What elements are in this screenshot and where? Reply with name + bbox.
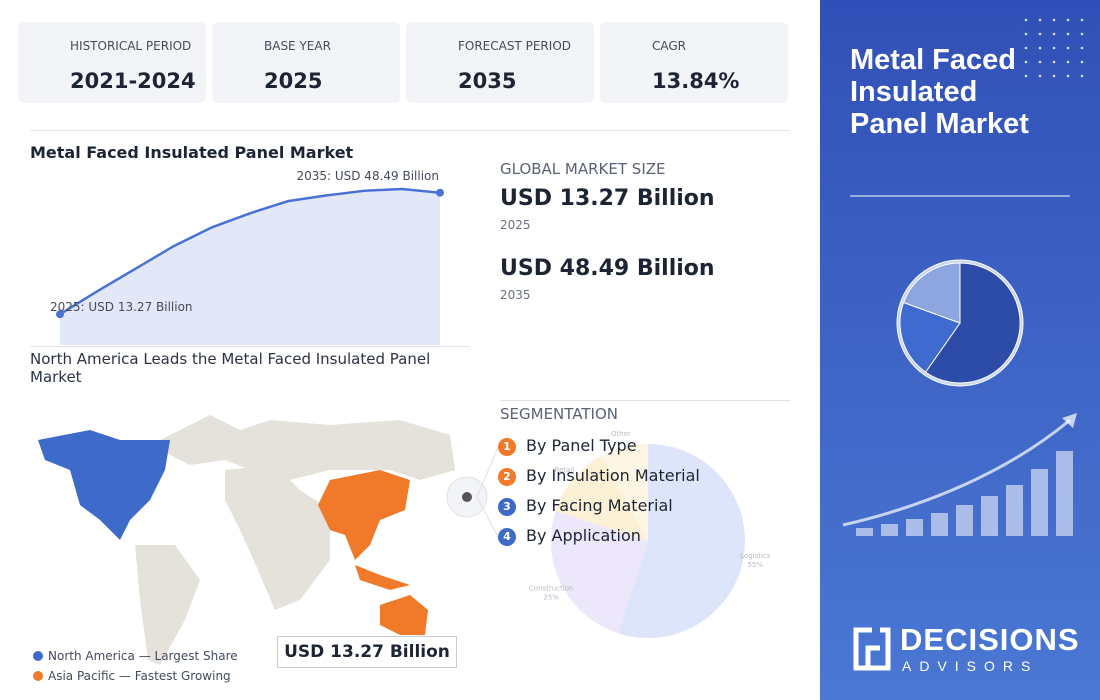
sidebar-bars bbox=[856, 451, 1073, 536]
point bbox=[56, 310, 64, 319]
pie-label: Construction bbox=[529, 584, 574, 592]
pie-slice bbox=[550, 511, 648, 634]
map-callout: USD 13.27 Billion bbox=[277, 636, 457, 668]
segment-label: By Application bbox=[526, 526, 641, 545]
pie-slice bbox=[618, 444, 745, 639]
point bbox=[436, 188, 444, 197]
pie-label: Logistics bbox=[740, 552, 771, 560]
segment-label: By Insulation Material bbox=[526, 466, 700, 485]
stat-card: CAGR 13.84% bbox=[600, 22, 788, 103]
market-value: USD 13.27 Billion bbox=[500, 186, 715, 211]
sidebar-title: Metal Faced Insulated Panel Market bbox=[850, 44, 1029, 140]
divider bbox=[30, 130, 790, 131]
legend-label: North America — Largest Share bbox=[48, 649, 238, 663]
region-title: North America Leads the Metal Faced Insu… bbox=[30, 350, 431, 386]
pie-value-label: 55% bbox=[748, 561, 764, 569]
stat-label: BASE YEAR bbox=[264, 39, 331, 53]
market-value: USD 48.49 Billion bbox=[500, 256, 715, 281]
sidebar-arrow bbox=[842, 418, 1071, 527]
segment-number: 2 bbox=[498, 468, 516, 486]
segment-number: 4 bbox=[498, 528, 516, 546]
connector bbox=[476, 496, 499, 538]
pie-label: Other bbox=[611, 430, 631, 438]
stat-label: CAGR bbox=[652, 39, 687, 53]
market-year: 2025 bbox=[500, 218, 531, 232]
connector bbox=[476, 446, 499, 498]
divider bbox=[500, 400, 790, 401]
segment-label: By Panel Type bbox=[526, 436, 637, 455]
brand-icon bbox=[853, 627, 891, 671]
stat-card: BASE YEAR 2025 bbox=[212, 22, 400, 103]
pie-slice bbox=[555, 455, 648, 541]
annotation: 2035: USD 48.49 Billion bbox=[296, 169, 439, 183]
sidebar-pie bbox=[896, 259, 1024, 387]
divider bbox=[30, 346, 470, 347]
stat-card: FORECAST PERIOD 2035 bbox=[406, 22, 594, 103]
stat-card: HISTORICAL PERIOD 2021-2024 bbox=[18, 22, 206, 103]
stat-label: HISTORICAL PERIOD bbox=[70, 39, 192, 53]
pie-slice bbox=[601, 444, 648, 541]
stat-label: FORECAST PERIOD bbox=[458, 39, 571, 53]
area bbox=[60, 188, 440, 345]
stat-value: 2021-2024 bbox=[70, 69, 196, 93]
segment-label: By Facing Material bbox=[526, 496, 673, 515]
brand-tagline: ADVISORS bbox=[902, 658, 1039, 674]
legend-label: Asia Pacific — Fastest Growing bbox=[48, 669, 231, 683]
segment-number: 1 bbox=[498, 438, 516, 456]
stat-value: 13.84% bbox=[652, 69, 740, 93]
section-heading: SEGMENTATION bbox=[500, 405, 618, 423]
line bbox=[59, 187, 441, 316]
sidebar-arrowhead bbox=[1062, 413, 1077, 428]
pie-value-label: 25% bbox=[543, 593, 559, 601]
section-heading: GLOBAL MARKET SIZE bbox=[500, 160, 666, 178]
stat-value: 2025 bbox=[264, 69, 323, 93]
segment-item: 1 By Panel Type bbox=[498, 436, 637, 456]
brand-name: DECISIONS bbox=[900, 622, 1080, 657]
segment-item: 2 By Insulation Material bbox=[498, 466, 700, 486]
legend-swatch bbox=[33, 671, 43, 681]
segment-item: 4 By Application bbox=[498, 526, 641, 546]
market-year: 2035 bbox=[500, 288, 531, 302]
dot-grid bbox=[1024, 18, 1084, 78]
stat-value: 2035 bbox=[458, 69, 517, 93]
annotation: 2025: USD 13.27 Billion bbox=[50, 300, 193, 314]
chart-title: Metal Faced Insulated Panel Market bbox=[30, 143, 354, 162]
world-map bbox=[38, 415, 488, 665]
segment-item: 3 By Facing Material bbox=[498, 496, 673, 516]
segment-number: 3 bbox=[498, 498, 516, 516]
legend-swatch bbox=[33, 651, 43, 661]
pie-label: Retail bbox=[554, 466, 574, 474]
